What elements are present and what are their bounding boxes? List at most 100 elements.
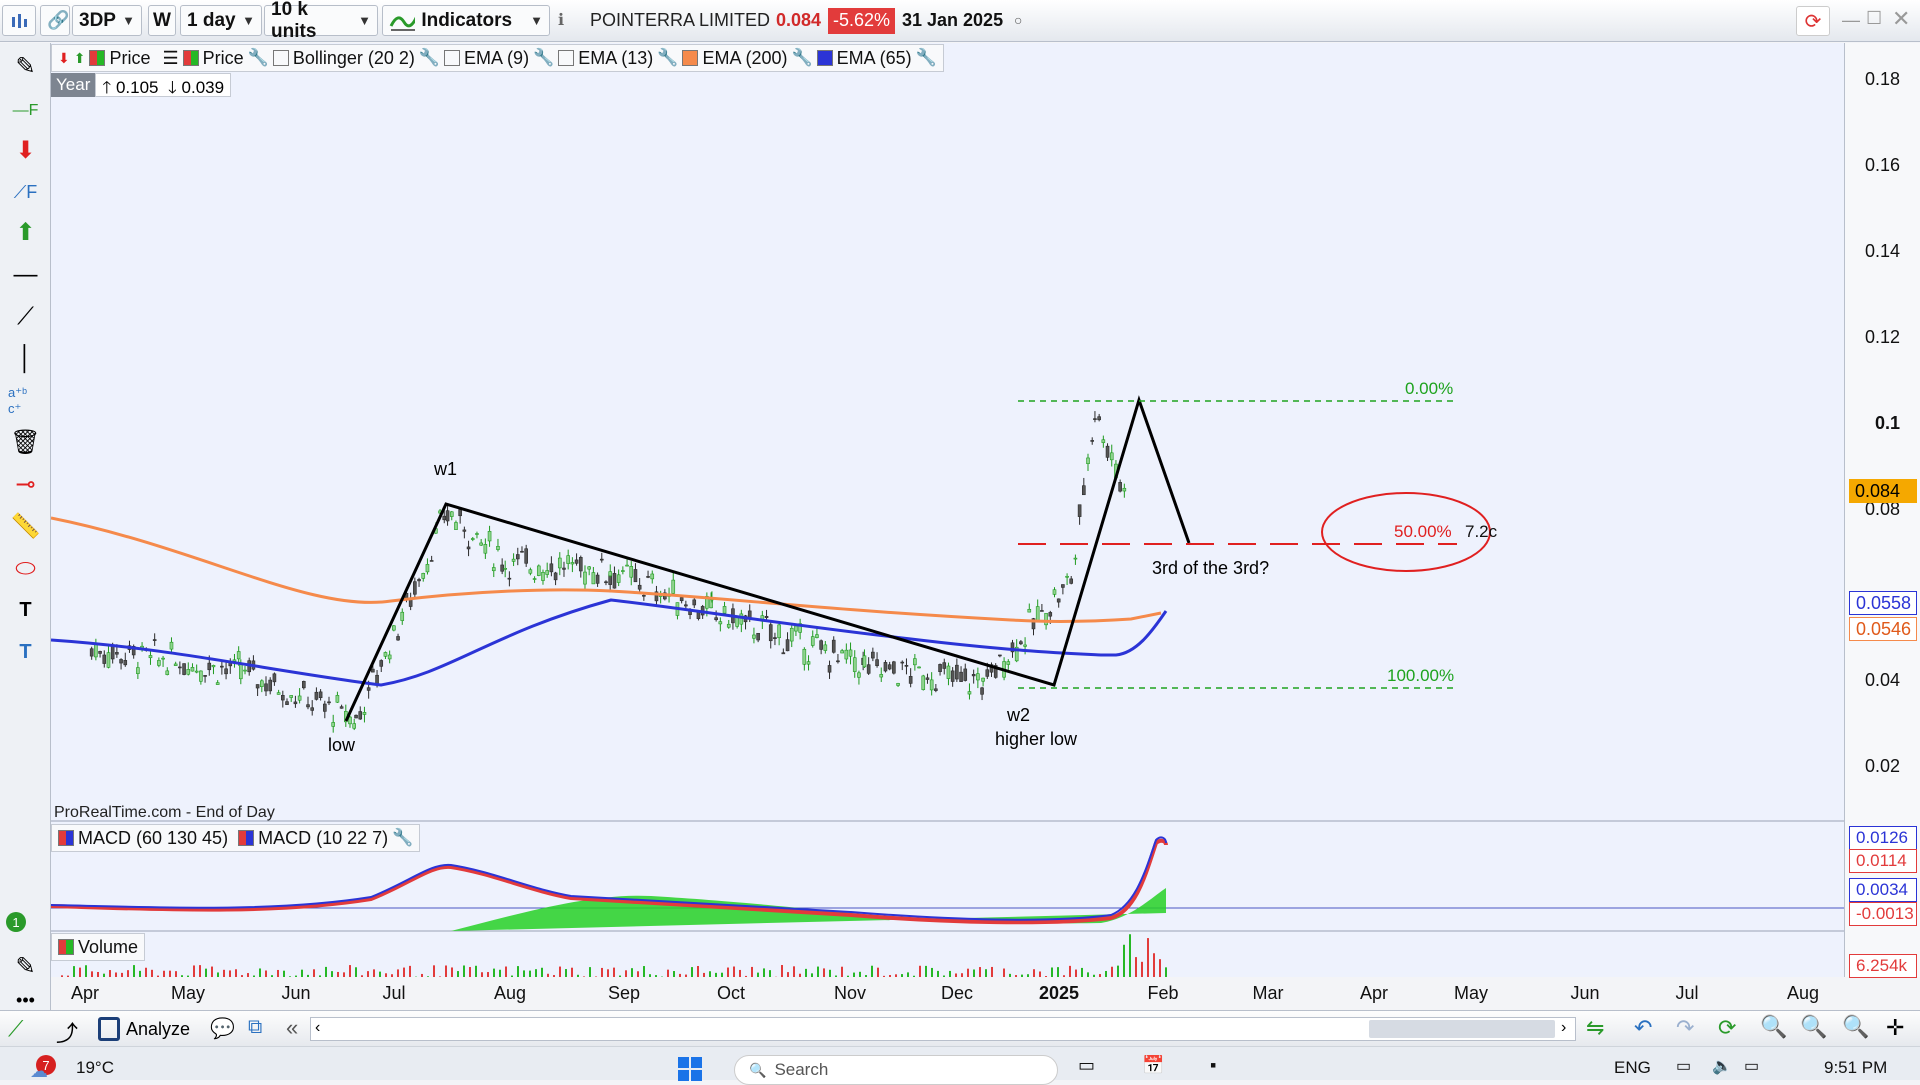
settings-icon[interactable]: ✎ — [8, 949, 43, 984]
zoom-in-icon[interactable]: 🔍 — [1842, 1014, 1869, 1040]
alert-badge-icon[interactable]: 1 — [6, 912, 26, 932]
volume-bar — [307, 975, 309, 977]
symbol-selector[interactable]: 3DP ▼ — [72, 5, 142, 36]
candle-body — [174, 664, 177, 666]
sync-icon[interactable]: ⟳ — [1796, 6, 1830, 36]
macd-label-2[interactable]: MACD (10 22 7) — [258, 828, 388, 849]
legend-price1[interactable]: Price — [109, 48, 150, 69]
display-icon[interactable]: ▭ — [1676, 1056, 1691, 1076]
speaker-icon[interactable]: 🔈 — [1712, 1056, 1732, 1076]
ruler-icon[interactable]: 📏 — [8, 509, 43, 544]
link-icon[interactable]: 🔗 — [40, 5, 70, 36]
volume-bar — [349, 965, 351, 977]
zoom-box-icon[interactable]: 🔍 — [1760, 1014, 1787, 1040]
battery-icon[interactable]: ▭ — [1744, 1056, 1759, 1076]
share-icon[interactable]: ⤴ — [56, 1016, 78, 1048]
wrench-icon[interactable]: 🔧 — [392, 828, 413, 848]
legend-price2[interactable]: Price — [203, 48, 244, 69]
chart-type-icon[interactable] — [2, 5, 36, 36]
units-selector[interactable]: 10 k units ▼ — [264, 5, 378, 36]
price-color-swatch — [183, 50, 199, 66]
wrench-icon[interactable]: 🔧 — [916, 48, 937, 68]
legend-ema200[interactable]: EMA (200) — [702, 48, 787, 69]
candle-body — [596, 575, 599, 583]
legend-ema13[interactable]: EMA (13) — [578, 48, 653, 69]
weather-icon[interactable]: ☁ — [30, 1061, 48, 1082]
terminal-icon[interactable]: ▪ — [1210, 1055, 1216, 1076]
buy-arrow-icon[interactable]: ⬆ — [8, 215, 43, 250]
vertical-line-icon[interactable]: │ — [8, 341, 43, 376]
price-tick: 0.04 — [1865, 670, 1900, 691]
horizontal-ray-icon[interactable]: ⊸ — [8, 467, 43, 502]
fit-chart-icon[interactable]: ⇋ — [1586, 1015, 1604, 1041]
minimize-icon[interactable]: — — [1842, 10, 1860, 31]
volume-bar — [655, 975, 657, 977]
wrench-icon[interactable]: 🔧 — [533, 48, 554, 68]
collapse-icon[interactable]: « — [286, 1015, 298, 1041]
undo-icon[interactable]: ↶ — [1634, 1015, 1652, 1041]
wrench-icon[interactable]: 🔧 — [791, 48, 812, 68]
down-arrow-icon[interactable]: ⬇ — [58, 50, 70, 67]
refresh-chart-icon[interactable]: ⟳ — [1718, 1015, 1736, 1041]
window-icon[interactable]: ⧉ — [248, 1016, 262, 1039]
text-box-tool-icon[interactable]: T — [8, 635, 43, 670]
volume-bar — [973, 969, 975, 977]
draw-icon[interactable]: ⟋ — [8, 1016, 23, 1042]
line-tool-icon[interactable]: ― — [8, 257, 43, 292]
candle-body — [845, 650, 848, 659]
task-view-icon[interactable]: ▭ — [1078, 1055, 1095, 1076]
fib-tool-icon[interactable]: ⟋F — [8, 175, 43, 210]
candle-body — [1053, 590, 1056, 595]
analyze-button[interactable]: Analyze — [98, 1015, 190, 1043]
list-icon[interactable]: ☰ — [162, 48, 178, 69]
chart-legend: ⬇ ⬆ Price ☰ Price 🔧 Bollinger (20 2) 🔧 E… — [51, 44, 944, 72]
horizontal-scrollbar[interactable]: ‹ › — [310, 1017, 1576, 1041]
zoom-out-icon[interactable]: 🔍 — [1800, 1014, 1827, 1040]
volume-bar — [241, 975, 243, 977]
up-arrow-icon[interactable]: ⬆ — [74, 50, 86, 67]
indicators-button[interactable]: Indicators ▼ — [382, 5, 550, 36]
candle-body — [897, 683, 900, 685]
price-axis[interactable]: 0.18 0.16 0.14 0.12 0.1 0.08 0.04 0.02 0… — [1844, 43, 1920, 977]
app-icon[interactable]: 📅 — [1142, 1055, 1164, 1076]
up-arrow-icon: 🡑 — [102, 78, 111, 97]
taskbar-search[interactable]: 🔍 Search — [734, 1055, 1058, 1085]
candle-body — [204, 675, 207, 676]
segment-tool-icon[interactable]: ⟋ — [8, 299, 43, 334]
wrench-icon[interactable]: 🔧 — [657, 48, 678, 68]
wave-label-icon[interactable]: a⁺ᵇ c⁺ — [8, 383, 43, 418]
legend-ema9[interactable]: EMA (9) — [464, 48, 529, 69]
price-candles — [90, 411, 1126, 733]
wrench-icon[interactable]: 🔧 — [248, 48, 269, 68]
wrench-icon[interactable]: 🔧 — [419, 48, 440, 68]
volume-label[interactable]: Volume — [78, 937, 138, 958]
chart-area[interactable]: ⬇ ⬆ Price ☰ Price 🔧 Bollinger (20 2) 🔧 E… — [51, 43, 1844, 977]
candle-body — [450, 512, 453, 517]
pencil-icon[interactable]: ✎ — [8, 49, 43, 84]
volume-bar — [127, 970, 129, 977]
maximize-icon[interactable]: ☐ — [1866, 8, 1882, 29]
scroll-thumb[interactable] — [1369, 1020, 1555, 1038]
info-icon[interactable]: ℹ — [558, 10, 580, 32]
language[interactable]: ENG — [1614, 1058, 1651, 1078]
redo-icon[interactable]: ↷ — [1676, 1015, 1694, 1041]
legend-bollinger[interactable]: Bollinger (20 2) — [293, 48, 415, 69]
scroll-left-icon[interactable]: ‹ — [315, 1019, 320, 1037]
horizontal-line-icon[interactable]: ―F — [8, 93, 43, 128]
ellipse-tool-icon[interactable]: ⬭ — [8, 551, 43, 586]
macd-label-1[interactable]: MACD (60 130 45) — [78, 828, 228, 849]
timeframe-selector[interactable]: 1 day ▼ — [180, 5, 262, 36]
workspace-button[interactable]: W — [148, 5, 176, 36]
crosshair-icon[interactable]: ✛ — [1886, 1015, 1904, 1041]
candle-body — [575, 560, 578, 563]
sell-arrow-icon[interactable]: ⬇ — [8, 133, 43, 168]
text-tool-icon[interactable]: T — [8, 593, 43, 628]
legend-ema65[interactable]: EMA (65) — [837, 48, 912, 69]
volume-bar — [499, 970, 501, 977]
start-icon[interactable] — [678, 1057, 702, 1081]
candle-body — [554, 573, 557, 580]
scroll-right-icon[interactable]: › — [1561, 1019, 1566, 1037]
close-icon[interactable]: ✕ — [1892, 6, 1910, 32]
chat-icon[interactable]: 💬 — [210, 1016, 235, 1041]
trash-icon[interactable]: 🗑 — [8, 425, 43, 460]
